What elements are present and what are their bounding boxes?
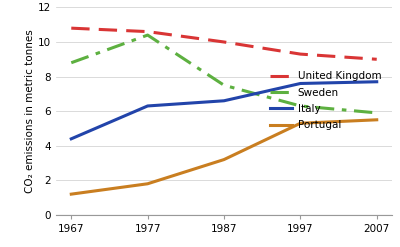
Italy (222, 99, 226, 102)
Sweden (69, 61, 74, 64)
Line: Portugal: Portugal (71, 120, 377, 194)
United Kingdom (69, 27, 74, 30)
Line: United Kingdom: United Kingdom (71, 28, 377, 59)
Legend: United Kingdom, Sweden, Italy, Portugal: United Kingdom, Sweden, Italy, Portugal (270, 71, 381, 130)
Portugal (222, 158, 226, 161)
Italy (145, 104, 150, 107)
Sweden (298, 104, 303, 107)
Sweden (222, 84, 226, 87)
Portugal (69, 193, 74, 196)
Line: Sweden: Sweden (71, 35, 377, 113)
United Kingdom (222, 41, 226, 43)
United Kingdom (374, 58, 379, 61)
Italy (374, 80, 379, 83)
United Kingdom (298, 53, 303, 56)
Portugal (145, 182, 150, 185)
Sweden (374, 111, 379, 114)
Italy (69, 137, 74, 140)
Y-axis label: CO₂ emissions in metric tonnes: CO₂ emissions in metric tonnes (25, 29, 35, 193)
United Kingdom (145, 30, 150, 33)
Portugal (298, 122, 303, 125)
Line: Italy: Italy (71, 82, 377, 139)
Sweden (145, 34, 150, 37)
Portugal (374, 118, 379, 121)
Italy (298, 82, 303, 85)
